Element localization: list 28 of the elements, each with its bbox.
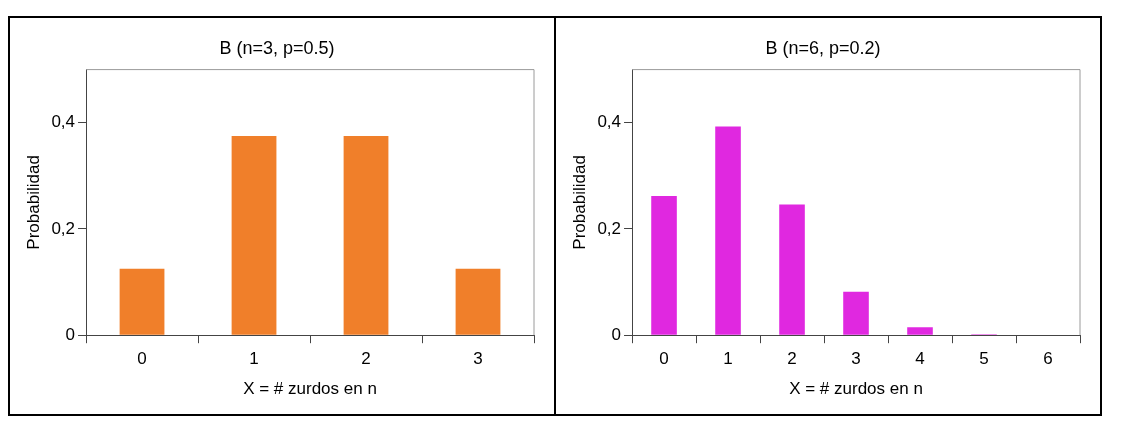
x-tick-label: 0: [659, 349, 669, 369]
y-axis-title: Probabilidad: [569, 155, 589, 250]
bar: [907, 327, 933, 335]
bar: [779, 204, 805, 335]
y-tick-label: 0: [611, 324, 622, 344]
x-tick-label: 6: [1043, 349, 1053, 369]
x-tick-label: 0: [137, 349, 147, 369]
x-tick-label: 1: [249, 349, 259, 369]
bar: [715, 126, 741, 335]
x-axis-title: X = # zurdos en n: [789, 379, 923, 399]
y-tick-label: 0,4: [597, 112, 622, 132]
chart-title: B (n=6, p=0.2): [765, 37, 881, 58]
x-tick-label: 1: [723, 349, 733, 369]
x-tick-label: 3: [851, 349, 861, 369]
bar: [651, 196, 677, 335]
bar: [843, 291, 869, 335]
y-tick-label: 0,4: [51, 112, 76, 132]
y-axis-title: Probabilidad: [23, 155, 43, 250]
x-tick-label: 4: [915, 349, 925, 369]
x-tick-label: 5: [979, 349, 989, 369]
y-tick-label: 0: [65, 324, 76, 344]
y-tick-label: 0,2: [51, 218, 76, 238]
x-axis-title: X = # zurdos en n: [243, 379, 377, 399]
y-tick-label: 0,2: [597, 218, 622, 238]
chart-title: B (n=3, p=0.5): [219, 37, 335, 58]
x-tick-label: 2: [361, 349, 371, 369]
x-tick-label: 3: [473, 349, 483, 369]
x-tick-label: 2: [787, 349, 797, 369]
